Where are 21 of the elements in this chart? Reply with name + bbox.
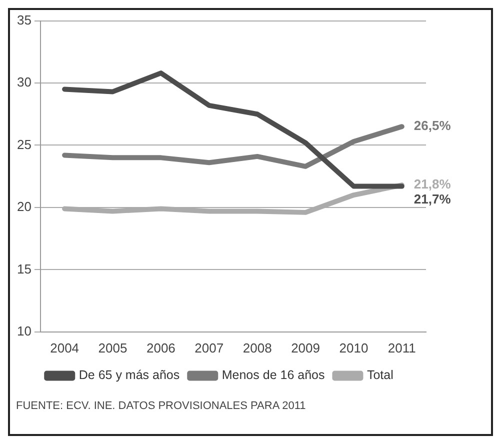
y-tick-label: 25 (16, 136, 32, 152)
x-tick-label: 2004 (50, 340, 80, 356)
annotation: 21,8% (414, 176, 452, 192)
x-tick-label: 2010 (339, 340, 368, 356)
x-tick-label: 2005 (98, 340, 128, 356)
y-tick-label: 30 (16, 74, 32, 90)
x-tick-label: 2006 (146, 340, 176, 356)
y-tick-label: 10 (16, 323, 32, 338)
x-tick-label: 2011 (388, 340, 416, 356)
source-note: FUENTE: ECV. INE. DATOS PROVISIONALES PARA 2011 (15, 400, 307, 412)
legend-label: Total (366, 368, 394, 382)
y-tick-label: 15 (16, 261, 32, 276)
x-tick-label: 2008 (242, 340, 272, 356)
annotation: 26,5% (414, 118, 452, 134)
x-tick-label: 2009 (291, 340, 320, 356)
y-tick-label: 35 (16, 12, 32, 28)
x-tick-label: 2007 (194, 340, 224, 356)
y-tick-label: 20 (16, 199, 32, 214)
legend-label: De 65 y más años (78, 368, 180, 382)
annotation: 21,7% (414, 192, 452, 207)
legend-label: Menos de 16 años (222, 368, 325, 382)
